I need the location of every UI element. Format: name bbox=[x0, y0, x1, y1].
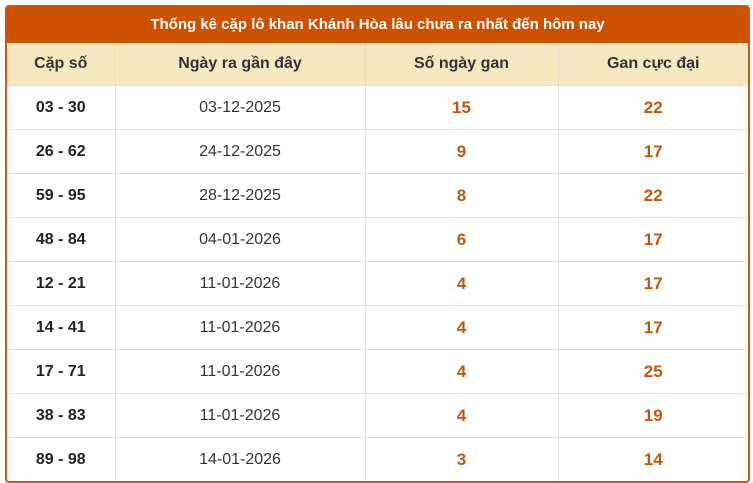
cell-pair: 48 - 84 bbox=[7, 217, 116, 262]
cell-max-gan: 19 bbox=[558, 393, 748, 438]
cell-last-date: 11-01-2026 bbox=[115, 349, 366, 394]
cell-last-date: 11-01-2026 bbox=[115, 261, 366, 306]
table-row: 48 - 84 04-01-2026 6 17 bbox=[7, 217, 748, 262]
header-max-gan: Gan cực đại bbox=[558, 43, 748, 86]
cell-pair: 89 - 98 bbox=[7, 437, 116, 481]
table-row: 26 - 62 24-12-2025 9 17 bbox=[7, 129, 748, 174]
header-gan-days: Số ngày gan bbox=[365, 43, 559, 86]
cell-max-gan: 17 bbox=[558, 129, 748, 174]
cell-max-gan: 17 bbox=[558, 305, 748, 350]
cell-last-date: 24-12-2025 bbox=[115, 129, 366, 174]
table-title: Thống kê cặp lô khan Khánh Hòa lâu chưa … bbox=[7, 7, 748, 43]
cell-max-gan: 25 bbox=[558, 349, 748, 394]
cell-last-date: 03-12-2025 bbox=[115, 85, 366, 130]
cell-gan-days: 4 bbox=[365, 305, 559, 350]
header-last-date: Ngày ra gần đây bbox=[115, 43, 366, 86]
cell-pair: 59 - 95 bbox=[7, 173, 116, 218]
table-row: 38 - 83 11-01-2026 4 19 bbox=[7, 393, 748, 438]
cell-max-gan: 17 bbox=[558, 217, 748, 262]
cell-pair: 17 - 71 bbox=[7, 349, 116, 394]
cell-gan-days: 3 bbox=[365, 437, 559, 481]
gan-table: Cặp số Ngày ra gần đây Số ngày gan Gan c… bbox=[7, 43, 748, 481]
cell-gan-days: 15 bbox=[365, 85, 559, 130]
cell-last-date: 28-12-2025 bbox=[115, 173, 366, 218]
table-row: 17 - 71 11-01-2026 4 25 bbox=[7, 349, 748, 394]
cell-last-date: 11-01-2026 bbox=[115, 305, 366, 350]
cell-pair: 14 - 41 bbox=[7, 305, 116, 350]
cell-last-date: 11-01-2026 bbox=[115, 393, 366, 438]
cell-pair: 03 - 30 bbox=[7, 85, 116, 130]
table-row: 59 - 95 28-12-2025 8 22 bbox=[7, 173, 748, 218]
header-row: Cặp số Ngày ra gần đây Số ngày gan Gan c… bbox=[7, 43, 748, 86]
table-row: 89 - 98 14-01-2026 3 14 bbox=[7, 437, 748, 481]
cell-gan-days: 4 bbox=[365, 349, 559, 394]
cell-last-date: 14-01-2026 bbox=[115, 437, 366, 481]
cell-last-date: 04-01-2026 bbox=[115, 217, 366, 262]
gan-table-panel: Thống kê cặp lô khan Khánh Hòa lâu chưa … bbox=[5, 5, 750, 483]
cell-pair: 26 - 62 bbox=[7, 129, 116, 174]
cell-gan-days: 8 bbox=[365, 173, 559, 218]
cell-pair: 12 - 21 bbox=[7, 261, 116, 306]
cell-gan-days: 6 bbox=[365, 217, 559, 262]
table-row: 03 - 30 03-12-2025 15 22 bbox=[7, 85, 748, 130]
cell-max-gan: 22 bbox=[558, 85, 748, 130]
table-row: 14 - 41 11-01-2026 4 17 bbox=[7, 305, 748, 350]
cell-pair: 38 - 83 bbox=[7, 393, 116, 438]
cell-max-gan: 17 bbox=[558, 261, 748, 306]
cell-max-gan: 14 bbox=[558, 437, 748, 481]
header-pair: Cặp số bbox=[7, 43, 116, 86]
cell-max-gan: 22 bbox=[558, 173, 748, 218]
table-row: 12 - 21 11-01-2026 4 17 bbox=[7, 261, 748, 306]
cell-gan-days: 4 bbox=[365, 261, 559, 306]
cell-gan-days: 4 bbox=[365, 393, 559, 438]
cell-gan-days: 9 bbox=[365, 129, 559, 174]
